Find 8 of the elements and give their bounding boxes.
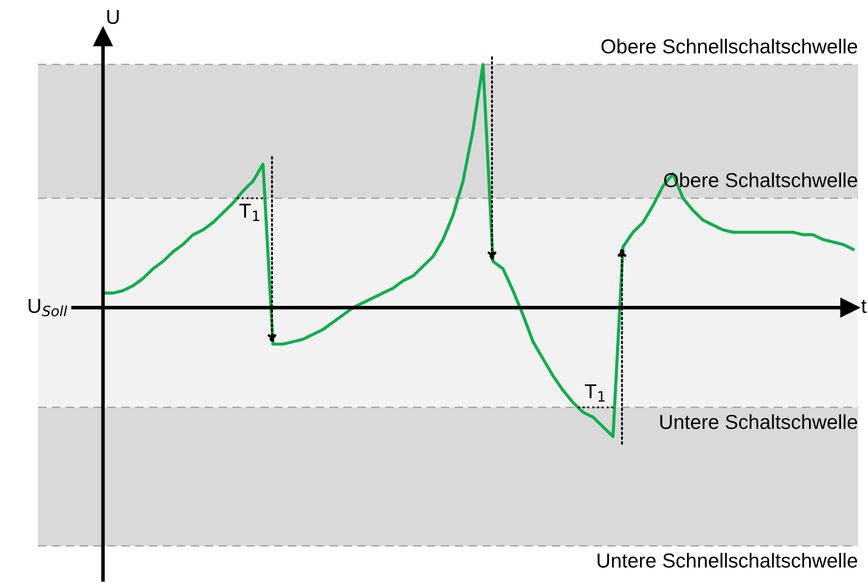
y-axis-title: U (107, 10, 119, 24)
annotation: T$_{1}$ (239, 204, 260, 221)
annotation: T$_{1}$ (584, 384, 605, 402)
ref-line-label: Untere Schaltschwelle (660, 414, 858, 430)
ref-line-label: Obere Schnellschaltschwelle (602, 38, 858, 54)
x-axis-title: t (861, 300, 866, 314)
ref-line-label: Untere Schnellschaltschwelle (598, 552, 858, 568)
text: U$_{Soll}$ (28, 298, 68, 316)
